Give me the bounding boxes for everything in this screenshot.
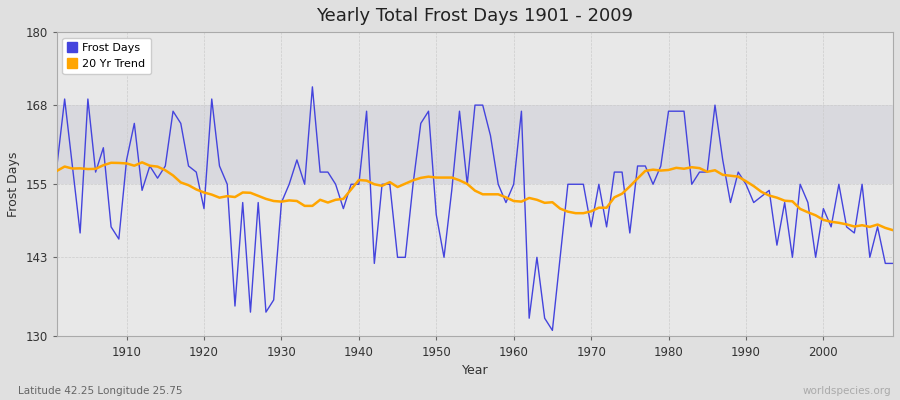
Y-axis label: Frost Days: Frost Days	[7, 152, 20, 217]
Legend: Frost Days, 20 Yr Trend: Frost Days, 20 Yr Trend	[62, 38, 151, 74]
Title: Yearly Total Frost Days 1901 - 2009: Yearly Total Frost Days 1901 - 2009	[317, 7, 634, 25]
Text: Latitude 42.25 Longitude 25.75: Latitude 42.25 Longitude 25.75	[18, 386, 183, 396]
Bar	[57, 105, 893, 184]
Text: worldspecies.org: worldspecies.org	[803, 386, 891, 396]
X-axis label: Year: Year	[462, 364, 489, 377]
